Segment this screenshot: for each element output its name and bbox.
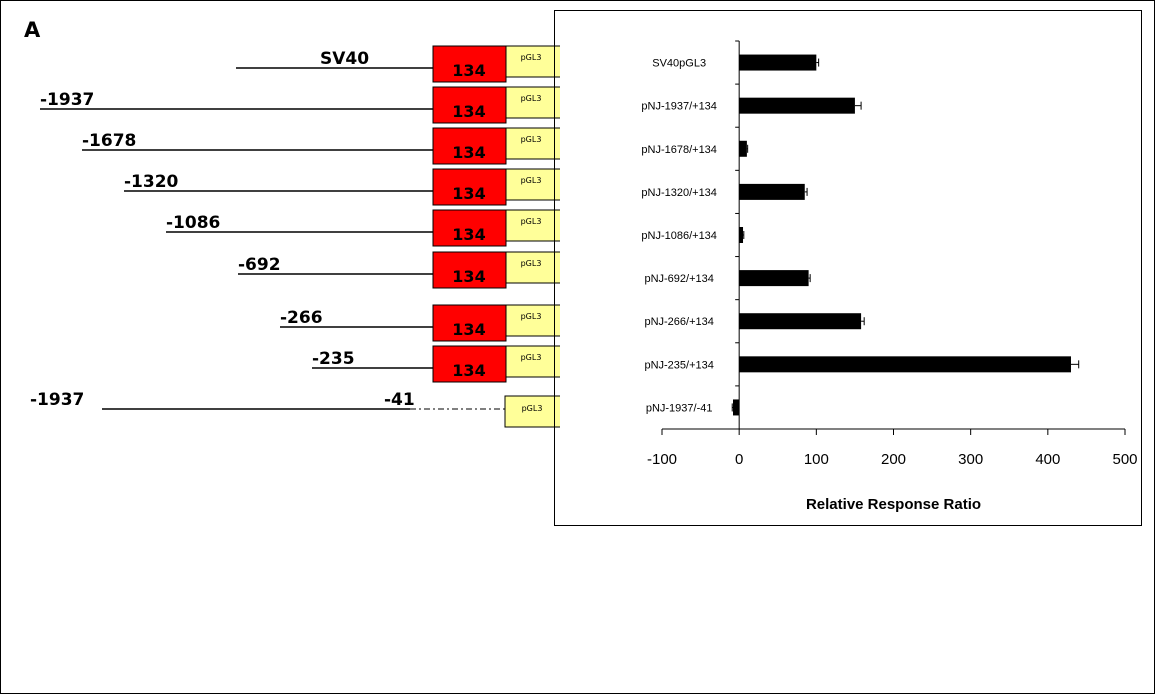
exon-box [432,304,507,342]
exon-box [432,251,507,289]
vector-box [505,86,560,119]
x-axis-label: Relative Response Ratio [806,496,981,513]
category-label: pNJ-692/+134 [644,273,713,285]
construct-row: -1937 -41 pGL3 [30,390,560,428]
category-label: pNJ-235/+134 [644,359,713,371]
bar-chart: -100 0 100 200 300 400 500 Relative Response Ra… [641,40,1138,513]
x-tick-label: 400 [1035,451,1060,468]
exon-box [432,127,507,165]
category-label: pNJ-1937/+134 [641,101,717,113]
exon-label: 134 [452,361,485,380]
end-position-label: -41 [384,390,415,410]
start-position-label: -266 [280,308,323,328]
vector-label: pGL3 [521,353,542,362]
category-label: pNJ-266/+134 [644,316,713,328]
exon-box [432,345,507,383]
exon-box [432,45,507,83]
bar [739,356,1071,373]
construct-diagram: SV40134pGL3-1937134pGL3-1678134pGL3-1320… [30,45,560,428]
construct-row: -1086 134 pGL3 [166,209,560,247]
vector-label: pGL3 [521,53,542,62]
exon-label: 134 [452,267,485,286]
x-tick-label: 0 [735,451,743,468]
vector-label: pGL3 [521,312,542,321]
category-label: pNJ-1937/-41 [646,402,713,414]
construct-row: -235 134 pGL3 [312,345,560,383]
start-position-label: -235 [312,349,355,369]
bar [732,399,740,416]
panel-label: A [24,18,41,42]
bar [739,270,809,287]
bar [739,97,855,114]
construct-row: SV40 134 pGL3 [236,45,560,83]
exon-label: 134 [452,320,485,339]
category-label: pNJ-1678/+134 [641,144,717,156]
bar [739,227,744,243]
exon-label: 134 [452,102,485,121]
vector-box [505,45,560,78]
bar [739,140,747,157]
bar [739,313,862,330]
vector-box [504,395,560,428]
vector-label: pGL3 [521,176,542,185]
construct-row: -266 134 pGL3 [280,304,560,342]
start-position-label: -1937 [40,90,94,110]
construct-row: -1320 134 pGL3 [124,168,560,206]
exon-label: 134 [452,61,485,80]
bar [739,54,817,71]
bar [739,183,805,200]
construct-row: -1937 134 pGL3 [40,86,560,124]
vector-box [505,127,560,160]
exon-box [432,86,507,124]
x-tick-label: 200 [881,451,906,468]
construct-row: -692 134 pGL3 [238,251,560,289]
exon-box [432,168,507,206]
start-position-label: -1086 [166,213,220,233]
vector-box [505,209,560,242]
x-tick-label: -100 [647,451,677,468]
category-label: pNJ-1320/+134 [641,187,717,199]
vector-box [505,304,560,337]
vector-label: pGL3 [521,259,542,268]
vector-label: pGL3 [521,217,542,226]
construct-row: -1678 134 pGL3 [82,127,560,165]
start-position-label: -1320 [124,172,179,192]
start-position-label: SV40 [320,49,369,69]
x-tick-label: 300 [958,451,983,468]
vector-label: pGL3 [521,135,542,144]
category-label: SV40pGL3 [652,58,706,70]
vector-box [505,251,560,284]
start-position-label: -692 [238,255,281,275]
vector-box [505,345,560,378]
exon-label: 134 [452,143,485,162]
chart-panel: -100 0 100 200 300 400 500 Relative Response Ra… [554,10,1142,526]
vector-label: pGL3 [521,94,542,103]
exon-label: 134 [452,225,485,244]
start-position-label: -1678 [82,131,136,151]
exon-label: 134 [452,184,485,203]
x-tick-label: 100 [804,451,829,468]
x-tick-label: 500 [1112,451,1137,468]
category-label: pNJ-1086/+134 [641,230,717,242]
vector-box [505,168,560,201]
vector-label: pGL3 [522,404,543,413]
start-position-label: -1937 [30,390,84,410]
